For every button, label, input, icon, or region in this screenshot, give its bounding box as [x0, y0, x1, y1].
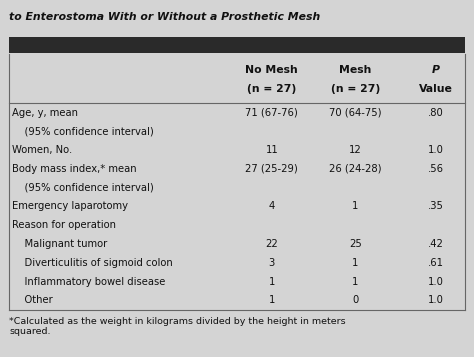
Text: (n = 27): (n = 27) [247, 84, 296, 94]
Text: Inflammatory bowel disease: Inflammatory bowel disease [12, 277, 165, 287]
Text: .42: .42 [428, 239, 444, 249]
Text: Women, No.: Women, No. [12, 145, 72, 155]
Text: 71 (67-76): 71 (67-76) [246, 108, 298, 118]
Bar [9, 37, 465, 53]
Text: (95% confidence interval): (95% confidence interval) [12, 126, 154, 136]
Text: 4: 4 [269, 201, 275, 211]
Text: 1: 1 [269, 277, 275, 287]
Text: 22: 22 [265, 239, 278, 249]
Text: 27 (25-29): 27 (25-29) [246, 164, 298, 174]
Text: 26 (24-28): 26 (24-28) [329, 164, 382, 174]
Bar [9, 54, 465, 310]
Text: 1.0: 1.0 [428, 295, 444, 305]
Text: 11: 11 [265, 145, 278, 155]
Text: .61: .61 [428, 258, 444, 268]
Text: 0: 0 [352, 295, 358, 305]
Text: 1.0: 1.0 [428, 145, 444, 155]
Text: Malignant tumor: Malignant tumor [12, 239, 107, 249]
Text: 1: 1 [352, 201, 359, 211]
Text: Body mass index,* mean: Body mass index,* mean [12, 164, 137, 174]
Text: 3: 3 [269, 258, 275, 268]
Text: Value: Value [419, 84, 453, 94]
Text: to Enterostoma With or Without a Prosthetic Mesh: to Enterostoma With or Without a Prosthe… [9, 12, 320, 22]
Text: 1.0: 1.0 [428, 277, 444, 287]
Text: 25: 25 [349, 239, 362, 249]
Text: *Calculated as the weight in kilograms divided by the height in meters
squared.: *Calculated as the weight in kilograms d… [9, 317, 346, 336]
Text: 1: 1 [269, 295, 275, 305]
Text: 70 (64-75): 70 (64-75) [329, 108, 382, 118]
Text: 12: 12 [349, 145, 362, 155]
Text: P: P [432, 65, 440, 75]
Text: 1: 1 [352, 277, 359, 287]
Text: Reason for operation: Reason for operation [12, 220, 116, 230]
Text: Diverticulitis of sigmoid colon: Diverticulitis of sigmoid colon [12, 258, 173, 268]
Text: .35: .35 [428, 201, 444, 211]
Text: Other: Other [12, 295, 53, 305]
Text: 1: 1 [352, 258, 359, 268]
Text: No Mesh: No Mesh [246, 65, 298, 75]
Text: (n = 27): (n = 27) [331, 84, 380, 94]
Text: Age, y, mean: Age, y, mean [12, 108, 78, 118]
Text: (95% confidence interval): (95% confidence interval) [12, 183, 154, 193]
Text: .80: .80 [428, 108, 444, 118]
Text: Emergency laparotomy: Emergency laparotomy [12, 201, 128, 211]
Text: Mesh: Mesh [339, 65, 372, 75]
Text: .56: .56 [428, 164, 444, 174]
